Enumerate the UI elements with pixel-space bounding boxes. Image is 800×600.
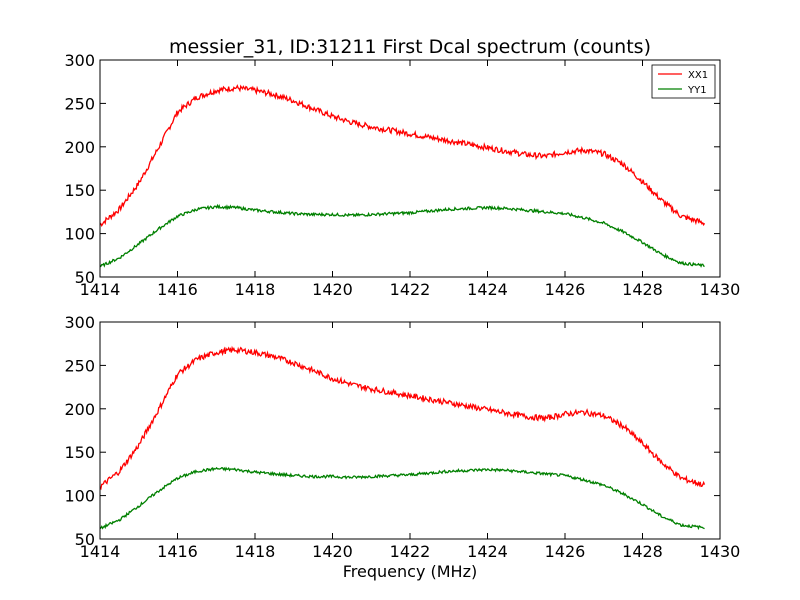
y-tick-label: 200 [64,400,95,419]
legend-label-yy1: YY1 [687,85,707,96]
y-tick-label: 250 [64,356,95,375]
legend-box [651,64,716,99]
x-tick-label: 1430 [700,280,741,299]
series-0-line [99,345,706,491]
x-tick-label: 1430 [700,542,741,561]
x-tick-label: 1424 [467,280,508,299]
x-tick-label: 1426 [545,542,586,561]
x-axis-label: Frequency (MHz) [343,562,477,581]
x-tick-label: 1422 [390,542,431,561]
series-1-line [99,466,705,531]
y-tick-label: 100 [64,487,95,506]
yy1-line [99,203,705,268]
x-tick-label: 1414 [80,280,121,299]
chart-title: messier_31, ID:31211 First Dcal spectrum… [169,36,651,58]
x-tick-label: 1420 [312,280,353,299]
x-tick-label: 1424 [467,542,508,561]
x-tick-label: 1416 [157,280,198,299]
x-tick-label: 1428 [622,542,663,561]
x-tick-label: 1422 [390,280,431,299]
x-tick-label: 1426 [545,280,586,299]
x-tick-label: 1418 [235,542,276,561]
y-tick-label: 150 [64,181,95,200]
x-tick-label: 1428 [622,280,663,299]
x-tick-label: 1416 [157,542,198,561]
y-tick-label: 300 [64,51,95,70]
legend-label-xx1: XX1 [688,70,708,81]
y-tick-label: 300 [64,313,95,332]
xx1-line [99,84,706,228]
x-tick-label: 1420 [312,542,353,561]
y-tick-label: 150 [64,443,95,462]
x-tick-label: 1418 [235,280,276,299]
x-tick-label: 1414 [80,542,121,561]
y-tick-label: 100 [64,225,95,244]
y-tick-label: 250 [64,94,95,113]
top-subplot: 1414 1416 1418 1420 1422 1424 1426 1428 1430 50 10… [64,51,740,299]
y-tick-label: 50 [75,268,95,287]
y-tick-label: 50 [75,530,95,549]
y-tick-label: 200 [64,138,95,157]
bottom-subplot: 1414 1416 1418 1420 1422 1424 1426 1428 1430 50 10… [64,313,740,561]
